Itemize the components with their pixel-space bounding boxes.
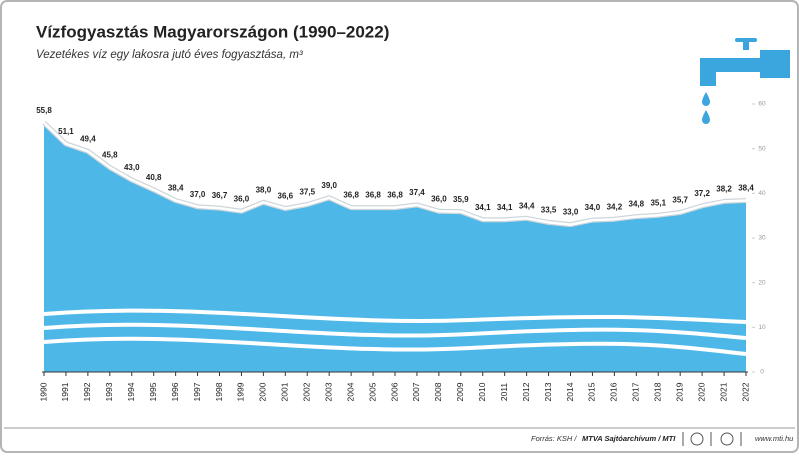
value-label: 35,7 <box>672 196 688 205</box>
value-label: 40,8 <box>146 173 162 182</box>
x-tick-label: 2011 <box>499 383 509 402</box>
x-tick-label: 2003 <box>323 382 333 401</box>
value-label: 49,4 <box>80 134 96 143</box>
y-tick-label: 0 <box>760 369 764 376</box>
value-label: 37,5 <box>299 188 315 197</box>
value-label: 37,2 <box>694 189 710 198</box>
logos <box>682 432 742 446</box>
value-label: 36,6 <box>278 192 294 201</box>
x-tick-label: 1992 <box>82 382 92 401</box>
area <box>44 122 746 372</box>
faucet-icon <box>700 38 790 124</box>
x-tick-label: 1997 <box>192 382 202 401</box>
y-tick-label: 20 <box>758 279 766 286</box>
y-tick-label: 40 <box>758 190 766 197</box>
x-tick-label: 2015 <box>587 382 597 401</box>
x-tick-label: 2018 <box>653 382 663 401</box>
value-label: 36,0 <box>431 194 447 203</box>
x-tick-label: 2002 <box>302 382 312 401</box>
credit: MTVA Sajtóarchívum / MTI <box>582 434 676 443</box>
value-label: 34,0 <box>585 203 601 212</box>
x-tick-label: 2020 <box>696 382 706 401</box>
source: Forrás: KSH / <box>531 434 577 443</box>
value-label: 34,8 <box>629 200 645 209</box>
x-tick-label: 1999 <box>236 382 246 401</box>
x-tick-label: 1998 <box>214 382 224 401</box>
value-label: 36,0 <box>234 194 250 203</box>
value-label: 39,0 <box>321 181 337 190</box>
x-tick-label: 1994 <box>126 382 136 401</box>
x-tick-label: 2021 <box>718 382 728 401</box>
value-label: 38,4 <box>168 184 184 193</box>
value-label: 51,1 <box>58 127 74 136</box>
x-tick-label: 2010 <box>477 382 487 401</box>
x-tick-label: 2012 <box>521 382 531 401</box>
line <box>43 121 747 226</box>
x-tick-label: 2017 <box>631 382 641 401</box>
value-label: 34,1 <box>497 203 513 212</box>
value-label: 55,8 <box>36 106 52 115</box>
x-tick-label: 1995 <box>148 382 158 401</box>
x-tick-label: 2008 <box>433 382 443 401</box>
x-tick-label: 1991 <box>60 382 70 401</box>
value-label: 36,8 <box>343 191 359 200</box>
value-label: 34,4 <box>519 201 535 210</box>
x-tick-label: 2014 <box>565 382 575 401</box>
x-tick-label: 2007 <box>411 382 421 401</box>
x-tick-label: 2022 <box>740 382 750 401</box>
x-tick-label: 1993 <box>104 382 114 401</box>
x-tick-label: 2004 <box>345 382 355 401</box>
x-tick-label: 2019 <box>674 382 684 401</box>
value-label: 33,5 <box>541 205 557 214</box>
value-label: 34,1 <box>475 203 491 212</box>
waves <box>43 308 747 356</box>
value-label: 37,0 <box>190 190 206 199</box>
x-tick-label: 2001 <box>280 382 290 401</box>
value-label: 36,8 <box>387 191 403 200</box>
x-tick-label: 2016 <box>609 382 619 401</box>
value-label: 38,4 <box>738 184 754 193</box>
x-tick-label: 2013 <box>543 382 553 401</box>
value-label: 33,0 <box>563 208 579 217</box>
x-tick-label: 2005 <box>367 382 377 401</box>
value-label: 38,2 <box>716 184 732 193</box>
value-label: 35,1 <box>650 198 666 207</box>
value-label: 36,7 <box>212 191 228 200</box>
value-label: 36,8 <box>365 191 381 200</box>
value-label: 34,2 <box>607 202 623 211</box>
x-tick-label: 2000 <box>258 382 268 401</box>
url: www.mti.hu <box>755 434 794 443</box>
value-label: 45,8 <box>102 151 118 160</box>
x-tick-label: 2009 <box>455 382 465 401</box>
value-label: 43,0 <box>124 163 140 172</box>
y-tick-label: 50 <box>758 145 766 152</box>
value-label: 37,4 <box>409 188 425 197</box>
x-tick-label: 1996 <box>170 382 180 401</box>
value-label: 35,9 <box>453 195 469 204</box>
x-tick-label: 2006 <box>389 382 399 401</box>
chart-title: Vízfogyasztás Magyarországon (1990–2022) <box>36 22 389 41</box>
y-tick-label: 10 <box>758 324 766 331</box>
y-tick-label: 60 <box>758 101 766 108</box>
x-tick-label: 1990 <box>38 382 48 401</box>
y-tick-label: 30 <box>758 235 766 242</box>
value-label: 38,0 <box>256 185 272 194</box>
chart-subtitle: Vezetékes víz egy lakosra jutó éves fogy… <box>36 49 304 61</box>
